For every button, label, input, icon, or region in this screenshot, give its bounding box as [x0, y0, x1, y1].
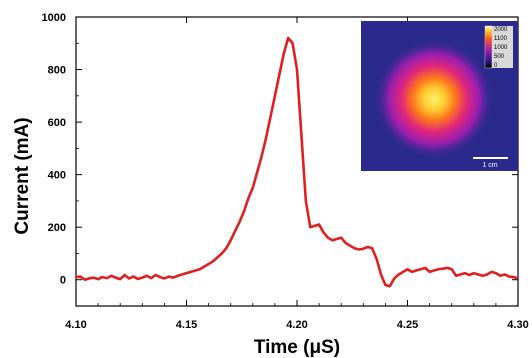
colorbar-label-0: 0: [494, 63, 498, 69]
y-axis: 0 200 400 600 800 1000: [42, 12, 518, 307]
colorbar: [484, 25, 493, 69]
y-axis-title: Current (mA): [12, 117, 33, 234]
y-tick-label: 400: [48, 170, 66, 182]
colorbar-label-500: 500: [494, 54, 505, 60]
colorbar-label-1000: 1000: [494, 45, 508, 51]
x-tick-label: 4.20: [286, 319, 307, 331]
y-tick-label: 0: [60, 275, 66, 287]
y-tick-label: 200: [48, 222, 66, 234]
x-tick-label: 4.30: [507, 319, 528, 331]
beam-profile-inset: 2000 1100 1000 500 0 1 cm: [361, 21, 518, 171]
y-tick-label: 600: [48, 117, 66, 129]
current-series-line: [75, 36, 519, 288]
x-tick-label: 4.25: [397, 319, 418, 331]
colorbar-label-2000: 2000: [494, 27, 508, 33]
x-tick-label: 4.10: [65, 319, 86, 331]
series-layer: [75, 36, 519, 288]
scale-bar-label: 1 cm: [482, 162, 497, 169]
beam-spot: [374, 39, 494, 159]
x-axis-title: Time (μS): [254, 337, 340, 358]
colorbar-label-panel: [492, 26, 513, 68]
colorbar-label-1100: 1100: [494, 36, 508, 42]
x-axis: 4.10 4.15 4.20 4.25 4.30: [65, 17, 529, 331]
y-tick-label: 1000: [42, 12, 66, 24]
y-tick-label: 800: [48, 65, 66, 77]
x-tick-label: 4.15: [176, 319, 197, 331]
